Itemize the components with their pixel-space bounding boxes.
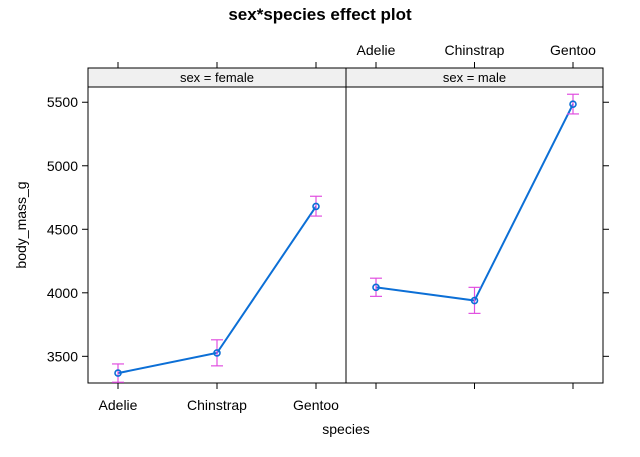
data-point bbox=[213, 349, 221, 357]
data-point bbox=[312, 202, 320, 211]
chart-title: sex*species effect plot bbox=[228, 5, 412, 24]
series-line-male bbox=[375, 103, 574, 302]
panel-female-frame bbox=[87, 67, 347, 384]
chart-marks: 3500 4000 4500 5000 5500 Adelie Adelie Chinstra… bbox=[47, 42, 609, 413]
data-point bbox=[569, 100, 577, 108]
x-tick-label-bottom: Adelie bbox=[99, 397, 138, 413]
y-tick-label: 3500 bbox=[47, 348, 78, 364]
data-point bbox=[470, 296, 479, 305]
data-point bbox=[114, 369, 122, 377]
x-tick-label-top: Adelie bbox=[357, 42, 396, 58]
y-tick-label: 4000 bbox=[47, 285, 78, 301]
panel-male-frame bbox=[345, 67, 604, 384]
strip-label-female: sex = female bbox=[180, 70, 254, 85]
y-tick-label: 5000 bbox=[47, 158, 78, 174]
y-axis-title: body_mass_g bbox=[13, 181, 29, 268]
x-tick-label-bottom: Chinstrap bbox=[187, 397, 247, 413]
strip-label-male: sex = male bbox=[443, 70, 506, 85]
data-point bbox=[372, 283, 380, 292]
x-tick-label-top: Chinstrap bbox=[445, 42, 505, 58]
x-tick-label-bottom: Gentoo bbox=[293, 397, 339, 413]
y-tick-label: 4500 bbox=[47, 221, 78, 237]
x-tick-label-top: Gentoo bbox=[550, 42, 596, 58]
y-tick-label: 5500 bbox=[47, 94, 78, 110]
x-axis-title: species bbox=[322, 421, 369, 437]
